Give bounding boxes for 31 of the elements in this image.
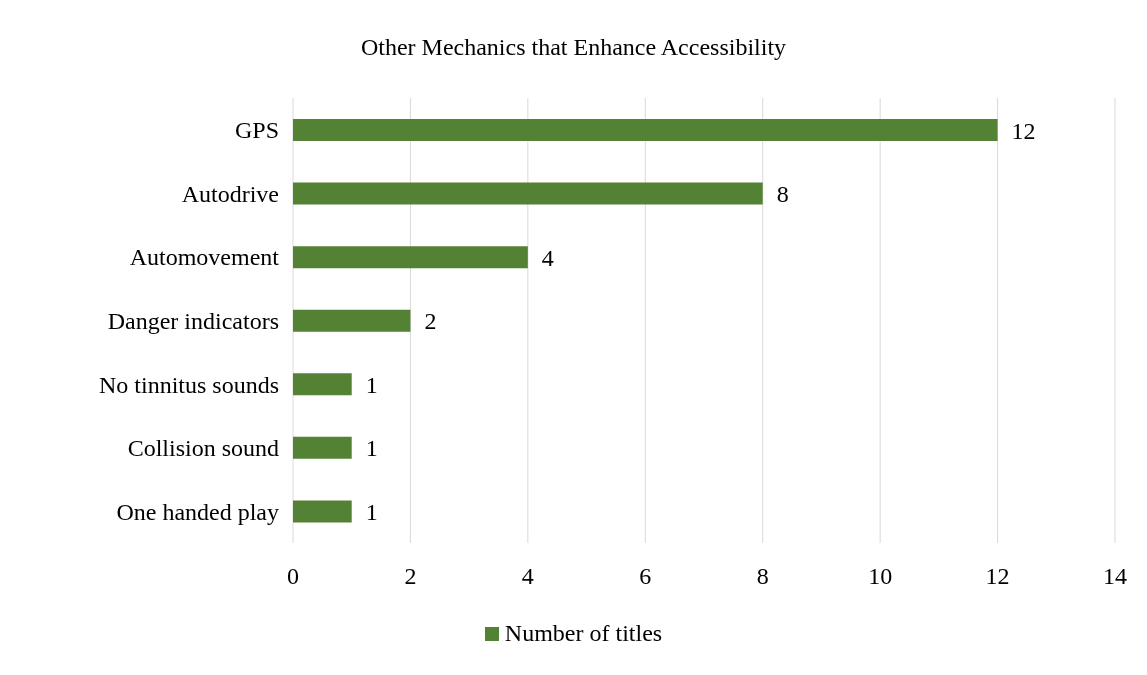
bar	[293, 119, 998, 141]
x-tick-label: 10	[868, 563, 893, 590]
data-label: 1	[365, 435, 378, 462]
y-tick-label: No tinnitus sounds	[98, 371, 279, 398]
bar	[293, 309, 411, 332]
data-label: 2	[424, 308, 437, 335]
data-label: 12	[1011, 117, 1036, 144]
x-tick-label: 8	[756, 563, 769, 590]
bar	[293, 246, 528, 269]
legend-label: Number of titles	[504, 620, 663, 647]
data-label: 1	[365, 498, 378, 525]
bar	[293, 182, 763, 205]
data-label: 1	[365, 371, 378, 398]
data-label: 8	[776, 181, 789, 208]
bar	[293, 500, 352, 523]
x-tick-label: 4	[521, 563, 534, 590]
y-tick-label: One handed play	[116, 498, 279, 525]
data-label: 4	[541, 244, 554, 271]
x-tick-label: 12	[985, 563, 1010, 590]
y-tick-label: Danger indicators	[107, 308, 279, 335]
x-tick-label: 6	[639, 563, 652, 590]
y-tick-label: Automovement	[129, 244, 280, 271]
bar	[293, 373, 352, 396]
x-tick-label: 2	[404, 563, 417, 590]
y-tick-label: GPS	[234, 117, 279, 144]
x-tick-label: 0	[287, 563, 299, 590]
bar	[293, 436, 352, 459]
chart-title: Other Mechanics that Enhance Accessibility	[359, 34, 788, 61]
y-tick-label: Autodrive	[181, 180, 279, 207]
y-tick-label: Collision sound	[127, 435, 279, 462]
x-tick-label: 14	[1103, 563, 1127, 590]
